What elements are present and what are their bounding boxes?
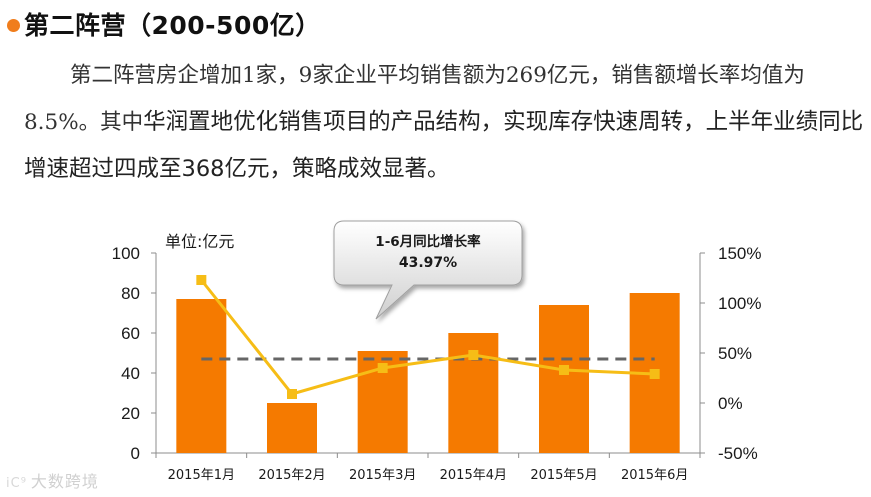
y-left-tick-label: 100 [112,244,140,263]
y-left-tick-label: 20 [121,404,140,423]
x-tick-label: 2015年2月 [258,468,325,483]
bar [267,403,317,453]
y-right-tick-label: 100% [718,294,761,313]
unit-label: 单位:亿元 [165,232,234,251]
summary-part-1: 第二阵营房企增加1家，9家企业平均销售额为269亿元，销售额增长率均值为8.5%… [24,63,805,135]
x-tick-label: 2015年5月 [530,468,597,483]
y-right-tick-label: 50% [718,344,752,363]
y-right-tick-label: 0% [718,394,743,413]
growth-rate-point [287,389,297,399]
y-left-tick-label: 0 [131,444,140,463]
x-tick-label: 2015年4月 [440,468,507,483]
growth-rate-line [200,279,655,396]
y-right-tick-label: 150% [718,244,761,263]
growth-rate-point [649,369,660,379]
summary-part-2: 华润置地优化销售项目的产品结构，实现库存快速周转，上半年业绩同比增速超过四成至3… [24,109,864,182]
x-tick-label: 2015年1月 [168,468,235,483]
page-title: 第二阵营（200-500亿） [24,11,321,40]
title-row: 第二阵营（200-500亿） [7,6,321,42]
summary-paragraph: 第二阵营房企增加1家，9家企业平均销售额为269亿元，销售额增长率均值为8.5%… [24,52,869,193]
watermark: iC⁹ 大数跨境 [6,468,99,492]
growth-rate-point [377,363,388,373]
x-tick-label: 2015年6月 [621,468,688,483]
growth-rate-point [196,275,207,285]
bar [176,299,227,453]
bullet-icon [7,18,20,32]
watermark-text: 大数跨境 [30,472,99,491]
y-left-tick-label: 60 [121,324,140,343]
growth-rate-point [559,365,569,375]
y-left-tick-label: 80 [121,284,140,303]
growth-rate-point [468,350,479,360]
callout-value: 43.97% [399,255,457,271]
callout-title: 1-6月同比增长率 [375,233,481,250]
y-left-tick-label: 40 [121,364,140,383]
watermark-logo: iC⁹ [6,476,27,491]
x-tick-label: 2015年3月 [349,468,416,483]
growth-callout-bubble [333,220,523,320]
bar [539,305,589,453]
y-right-tick-label: -50% [718,444,758,463]
